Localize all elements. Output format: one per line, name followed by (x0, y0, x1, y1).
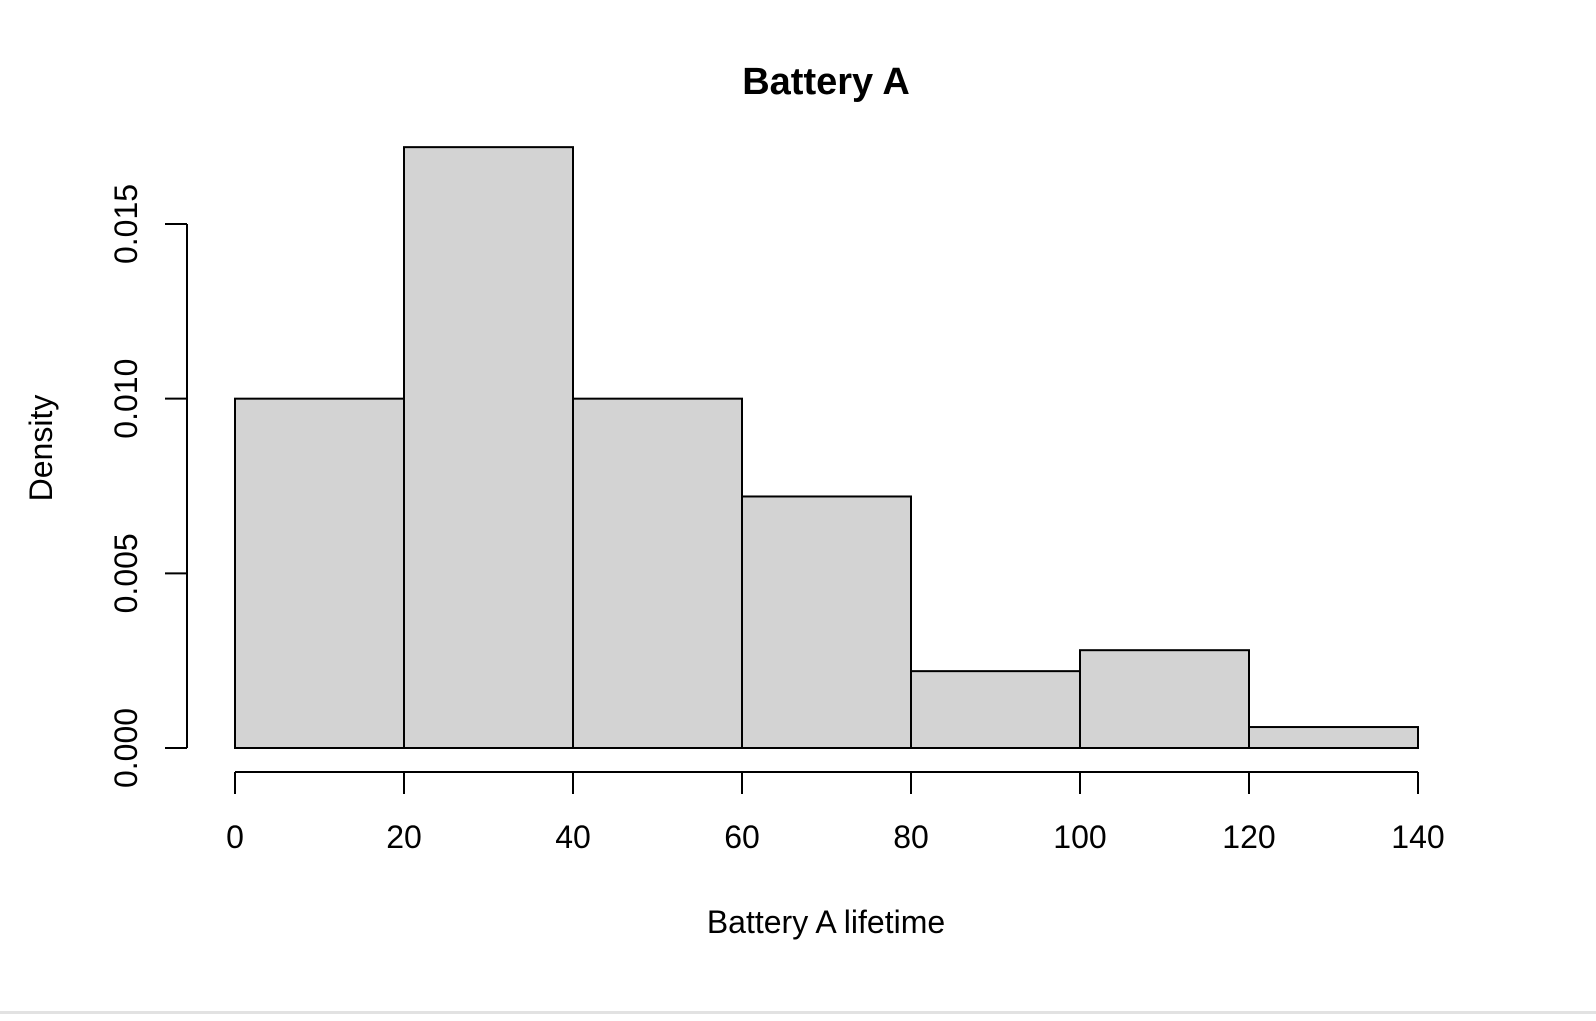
x-tick-label: 20 (386, 819, 422, 855)
y-tick-label: 0.000 (108, 708, 144, 788)
chart-title: Battery A (742, 61, 910, 103)
histogram-bar-1 (234, 397, 405, 749)
y-axis: 0.000 0.005 0.010 0.015 (108, 184, 188, 788)
histogram-bar-3 (572, 397, 743, 749)
y-tick-label: 0.010 (108, 359, 144, 439)
bars-group (234, 146, 1419, 750)
histogram-bar-5 (910, 670, 1081, 749)
x-tick-label: 100 (1053, 819, 1106, 855)
x-tick-label: 40 (555, 819, 591, 855)
x-tick-label: 60 (724, 819, 760, 855)
y-tick-label: 0.015 (108, 184, 144, 264)
x-tick-label: 0 (226, 819, 244, 855)
x-axis-label: Battery A lifetime (707, 904, 945, 940)
x-tick-label: 120 (1222, 819, 1275, 855)
histogram-bar-7 (1248, 726, 1419, 749)
y-axis-label: Density (23, 395, 59, 502)
x-axis: 0 20 40 60 80 100 120 140 (226, 771, 1445, 855)
histogram-bar-2 (403, 146, 574, 749)
x-tick-label: 140 (1391, 819, 1444, 855)
bottom-divider (0, 1011, 1596, 1014)
histogram-bar-6 (1079, 649, 1250, 749)
histogram-bar-4 (741, 495, 912, 750)
y-tick-label: 0.005 (108, 533, 144, 613)
x-tick-label: 80 (893, 819, 929, 855)
